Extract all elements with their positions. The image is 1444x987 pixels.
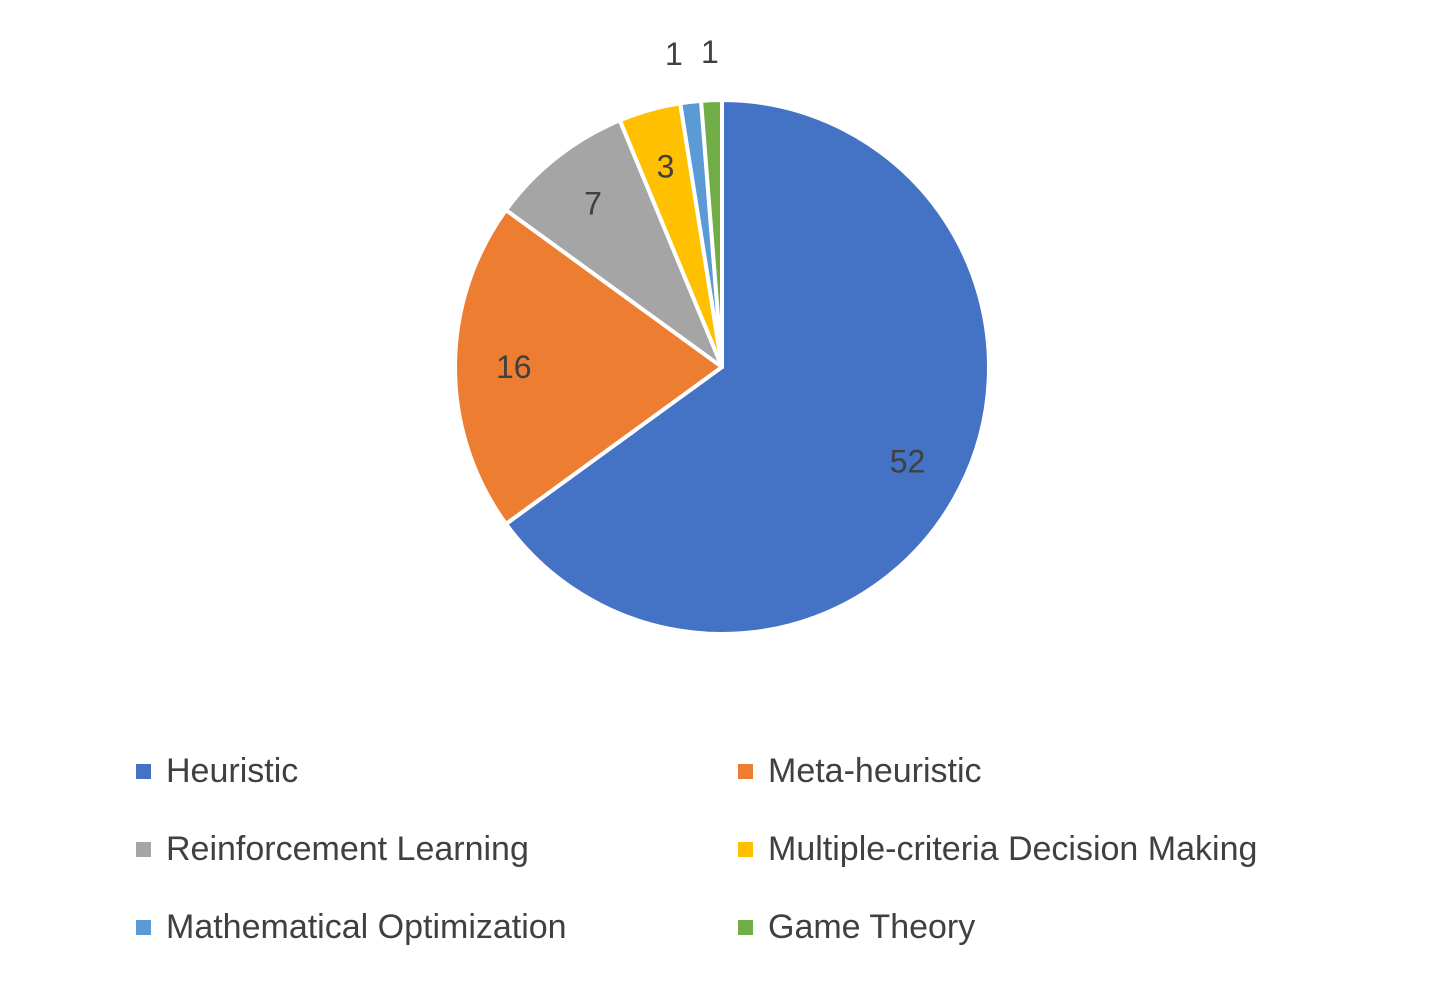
legend-item-multiple-criteria-decision-making: Multiple-criteria Decision Making (738, 823, 1358, 875)
data-label-reinforcement-learning: 7 (584, 185, 602, 221)
legend-swatch (136, 919, 151, 935)
chart-legend: Heuristic Meta-heuristic Reinforcement L… (136, 745, 1358, 953)
data-label-meta-heuristic: 16 (496, 349, 532, 385)
data-label-mathematical-optimization: 1 (665, 36, 683, 72)
pie-slice-reinforcement-learning (503, 118, 724, 369)
legend-swatch (738, 763, 753, 779)
pie-slices (453, 98, 991, 636)
legend-label: Mathematical Optimization (166, 907, 567, 946)
legend-item-mathematical-optimization: Mathematical Optimization (136, 901, 738, 953)
pie-slice-game-theory (699, 98, 724, 369)
legend-label: Meta-heuristic (768, 751, 982, 790)
legend-swatch (136, 763, 151, 779)
data-label-heuristic: 52 (890, 444, 926, 480)
legend-swatch (738, 841, 753, 857)
legend-swatch (738, 919, 753, 935)
data-label-game-theory: 1 (701, 34, 719, 70)
legend-item-heuristic: Heuristic (136, 745, 738, 797)
legend-label: Heuristic (166, 751, 299, 790)
legend-swatch (136, 841, 151, 857)
data-label-multiple-criteria-decision-making: 3 (657, 149, 675, 185)
pie-data-labels: 52 16 7 3 1 1 (496, 34, 925, 479)
legend-label: Multiple-criteria Decision Making (768, 829, 1258, 868)
legend-label: Game Theory (768, 907, 976, 946)
legend-item-meta-heuristic: Meta-heuristic (738, 745, 1358, 797)
legend-item-game-theory: Game Theory (738, 901, 1358, 953)
pie-slice-meta-heuristic (453, 208, 724, 526)
legend-label: Reinforcement Learning (166, 829, 529, 868)
pie-slice-heuristic (503, 98, 991, 636)
legend-item-reinforcement-learning: Reinforcement Learning (136, 823, 738, 875)
pie-plot-area: 52 16 7 3 1 1 (453, 34, 991, 636)
